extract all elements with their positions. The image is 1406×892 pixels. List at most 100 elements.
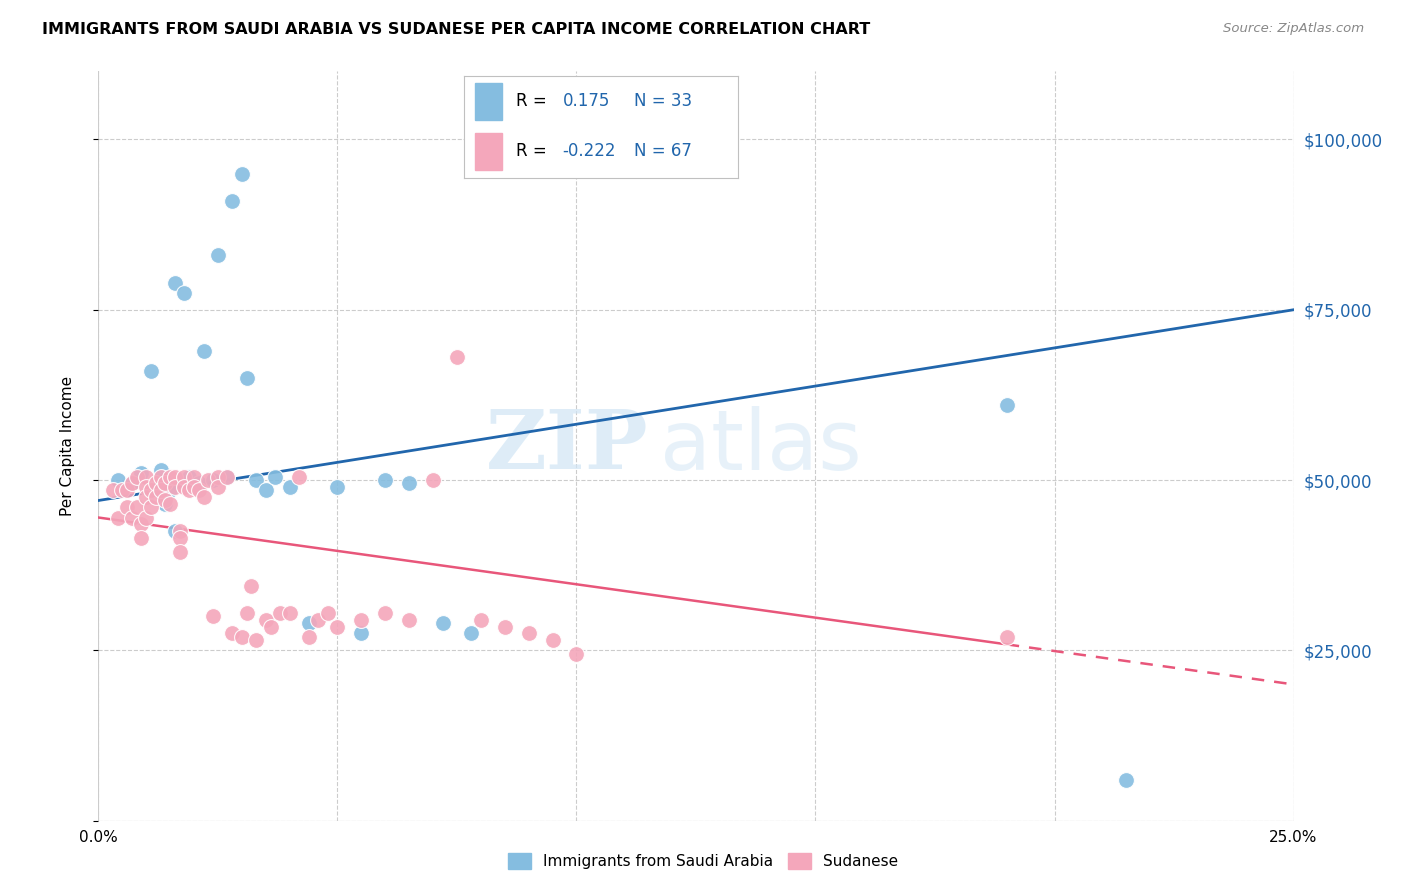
Point xyxy=(163,276,186,290)
Point xyxy=(125,469,148,483)
Point xyxy=(995,398,1018,412)
Point xyxy=(221,626,243,640)
Point xyxy=(121,510,143,524)
Text: R =: R = xyxy=(516,93,547,111)
Point xyxy=(135,480,157,494)
Point xyxy=(155,493,177,508)
Point xyxy=(139,500,162,515)
Point xyxy=(163,480,186,494)
Point xyxy=(145,476,167,491)
Point xyxy=(145,490,167,504)
Point xyxy=(254,613,277,627)
Bar xyxy=(475,83,502,120)
Point xyxy=(207,480,229,494)
Point xyxy=(245,473,267,487)
Bar xyxy=(475,133,502,170)
Point xyxy=(149,483,172,498)
Point xyxy=(135,510,157,524)
Point xyxy=(470,613,492,627)
Point xyxy=(125,500,148,515)
Point xyxy=(155,497,177,511)
Point xyxy=(288,469,311,483)
Point xyxy=(298,616,321,631)
Point xyxy=(259,619,281,633)
Point xyxy=(163,469,186,483)
Point xyxy=(254,483,277,498)
Point xyxy=(179,469,201,483)
Point xyxy=(245,633,267,648)
Point xyxy=(398,476,420,491)
Point xyxy=(183,480,205,494)
Point xyxy=(221,194,243,208)
Point xyxy=(159,469,181,483)
Point xyxy=(193,343,215,358)
Point xyxy=(432,616,454,631)
Point xyxy=(374,473,396,487)
Point xyxy=(235,371,257,385)
Point xyxy=(131,517,153,532)
Point xyxy=(159,483,181,498)
Point xyxy=(202,609,225,624)
Point xyxy=(565,647,588,661)
Point xyxy=(231,630,253,644)
Point xyxy=(278,606,301,620)
Point xyxy=(139,364,162,378)
Point xyxy=(326,480,349,494)
Point xyxy=(446,351,468,365)
Point xyxy=(307,613,329,627)
Point xyxy=(169,531,191,545)
Point xyxy=(217,469,239,483)
Point xyxy=(278,480,301,494)
Point xyxy=(131,531,153,545)
Point xyxy=(169,544,191,558)
Point xyxy=(179,483,201,498)
Point xyxy=(183,469,205,483)
Point xyxy=(350,626,373,640)
Point xyxy=(115,500,138,515)
Point xyxy=(169,524,191,538)
Point xyxy=(139,483,162,498)
Point xyxy=(541,633,564,648)
Point xyxy=(107,510,129,524)
Point xyxy=(202,473,225,487)
Point xyxy=(398,613,420,627)
Point xyxy=(115,483,138,498)
Point xyxy=(135,490,157,504)
Point xyxy=(149,463,172,477)
Text: ZIP: ZIP xyxy=(485,406,648,486)
Point xyxy=(995,630,1018,644)
Text: R =: R = xyxy=(516,142,547,160)
Point xyxy=(101,483,124,498)
Point xyxy=(197,473,219,487)
Point xyxy=(159,497,181,511)
Point xyxy=(1115,772,1137,787)
Point xyxy=(374,606,396,620)
Point xyxy=(460,626,482,640)
Point xyxy=(187,483,209,498)
Point xyxy=(235,606,257,620)
Text: N = 67: N = 67 xyxy=(634,142,692,160)
Text: N = 33: N = 33 xyxy=(634,93,692,111)
Text: atlas: atlas xyxy=(661,406,862,486)
Point xyxy=(269,606,291,620)
Point xyxy=(149,469,172,483)
Text: 0.175: 0.175 xyxy=(562,93,610,111)
Point xyxy=(173,469,195,483)
Text: -0.222: -0.222 xyxy=(562,142,616,160)
Point xyxy=(155,476,177,491)
Point xyxy=(217,469,239,483)
Point xyxy=(422,473,444,487)
Point xyxy=(145,483,167,498)
Point xyxy=(298,630,321,644)
Text: Source: ZipAtlas.com: Source: ZipAtlas.com xyxy=(1223,22,1364,36)
Point xyxy=(121,476,143,491)
Point xyxy=(121,476,143,491)
Point xyxy=(135,469,157,483)
Point xyxy=(107,473,129,487)
Point xyxy=(231,167,253,181)
Point xyxy=(316,606,339,620)
Point xyxy=(193,490,215,504)
Point xyxy=(111,483,134,498)
Point xyxy=(207,248,229,262)
Point xyxy=(173,480,195,494)
